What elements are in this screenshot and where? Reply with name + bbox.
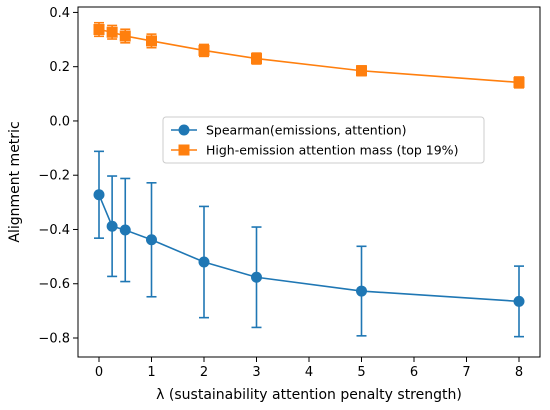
y-axis-label: Alignment metric [7,121,23,242]
data-point [356,285,367,297]
data-point [106,220,118,232]
legend-marker-square [178,144,190,156]
y-tick-label: −0.4 [38,223,70,238]
y-tick-label: −0.6 [38,277,70,292]
y-tick-label: 0.2 [49,60,70,75]
legend: Spearman(emissions, attention) High-emis… [162,116,485,164]
y-tick-label: −0.8 [38,332,70,347]
y-tick-label: 0.4 [49,6,70,21]
axes: 0 1 2 3 4 5 6 7 8 0.4 0.2 0.0 −0.2 −0.4 −0.6 −0.8 [38,6,523,380]
x-tick-label: 0 [95,365,103,380]
data-point [146,35,157,47]
legend-entry-spearman: Spearman(emissions, attention) [171,123,407,138]
x-tick-label: 8 [515,365,523,380]
x-axis-label: λ (sustainability attention penalty stre… [156,387,462,403]
data-point [119,30,131,42]
legend-entry-attention-mass: High-emission attention mass (top 19%) [171,143,458,158]
data-point [251,53,262,65]
data-point [198,44,210,56]
data-point [513,76,525,88]
data-point [93,24,105,36]
data-point [356,65,367,77]
x-tick-label: 6 [410,365,418,380]
legend-label-attention-mass: High-emission attention mass (top 19%) [206,143,458,158]
legend-marker-circle [178,124,190,136]
data-point [119,224,131,236]
data-point [513,295,525,307]
x-tick-label: 4 [305,365,313,380]
data-point [146,234,157,246]
series-attention-mass [93,21,525,89]
plot-area [93,21,525,338]
x-tick-label: 1 [147,365,155,380]
data-point [198,256,210,268]
x-tick-label: 7 [462,365,470,380]
series-line-attention-mass [98,28,520,84]
plot-frame [77,6,541,358]
legend-box [162,116,485,164]
y-tick-label: 0.0 [49,114,70,129]
data-point [93,189,105,201]
data-point [251,271,262,283]
y-tick-label: −0.2 [38,169,70,184]
series-spearman [93,150,525,338]
x-tick-label: 5 [357,365,365,380]
x-tick-label: 2 [200,365,208,380]
x-tick-label: 3 [252,365,260,380]
legend-label-spearman: Spearman(emissions, attention) [206,123,407,138]
data-point [106,26,118,38]
series-line-spearman [98,194,520,303]
